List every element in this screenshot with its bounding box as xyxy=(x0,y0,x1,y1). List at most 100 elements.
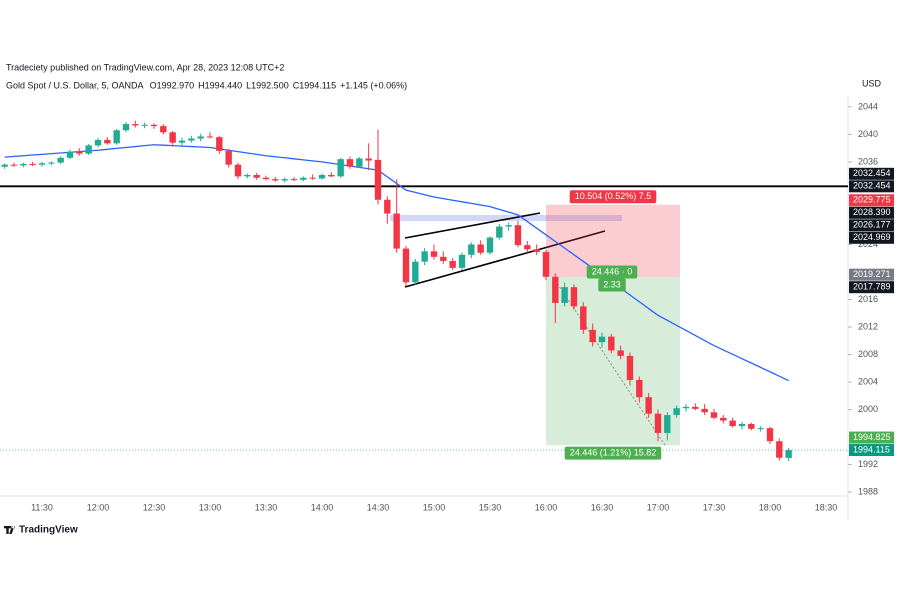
candle-body xyxy=(654,413,662,433)
candle-body xyxy=(188,138,195,141)
candle-body xyxy=(645,397,652,414)
candle-body xyxy=(10,164,18,166)
highlight-zone xyxy=(390,215,622,221)
x-tick-label: 15:00 xyxy=(423,502,446,512)
price-marker xyxy=(849,431,894,444)
candle-body xyxy=(132,124,139,126)
price-marker-label: 2017.789 xyxy=(853,282,891,292)
candle-body xyxy=(589,329,596,343)
ratio-label-text: 2.33 xyxy=(603,279,621,289)
x-tick-label: 16:00 xyxy=(535,502,558,512)
y-tick-label: 2024 xyxy=(858,239,878,249)
target-label-bg xyxy=(564,446,662,460)
candle-body xyxy=(710,412,718,418)
candle-body xyxy=(505,225,512,227)
entry-label-text: 24.446 · 0 xyxy=(592,266,633,276)
candle-body xyxy=(178,140,186,143)
candle-body xyxy=(309,177,316,179)
price-marker xyxy=(849,180,894,193)
x-tick-label: 14:30 xyxy=(367,502,390,512)
candle-body xyxy=(552,276,559,303)
price-marker xyxy=(849,194,894,207)
x-tick-label: 12:30 xyxy=(143,502,166,512)
candle-body xyxy=(430,251,438,257)
candle-body xyxy=(533,249,540,253)
candle-body xyxy=(664,415,671,433)
candle-body xyxy=(337,159,344,177)
candle-body xyxy=(412,261,419,283)
candle-body xyxy=(701,408,708,413)
candle-body xyxy=(514,225,522,246)
candle-body xyxy=(76,151,83,154)
y-tick-label: 1988 xyxy=(858,486,878,496)
price-marker-label: 2024.969 xyxy=(853,232,891,242)
publisher: Tradeciety published on TradingView.com,… xyxy=(6,62,284,72)
candle-body xyxy=(104,139,111,144)
x-tick-label: 14:00 xyxy=(311,502,334,512)
candle-body xyxy=(421,251,428,262)
candle-body xyxy=(272,179,279,181)
price-marker xyxy=(849,167,894,180)
candle-body xyxy=(393,213,400,249)
y-tick-label: 2036 xyxy=(858,156,878,166)
candle-body xyxy=(738,424,746,427)
candle-body xyxy=(374,159,382,200)
candle-body xyxy=(216,137,223,151)
entry-label: 24.446 · 0 xyxy=(586,265,638,279)
candle-body xyxy=(402,248,410,283)
candle-body xyxy=(608,336,615,351)
candle-body xyxy=(496,226,503,238)
price-marker xyxy=(849,206,894,219)
candle-body xyxy=(346,159,354,167)
candle-body xyxy=(598,336,606,343)
brand-logo xyxy=(3,526,15,534)
ratio-label-bg xyxy=(598,278,626,292)
candle-body xyxy=(300,177,307,180)
y-tick-label: 2016 xyxy=(858,294,878,304)
ratio-label: 2.33 xyxy=(598,278,626,292)
candle-body xyxy=(617,350,624,356)
x-tick-label: 11:30 xyxy=(31,502,53,512)
candle-body xyxy=(729,420,736,427)
stop-label-text: 10.504 (0.52%) 7.5 xyxy=(575,191,652,201)
price-marker-label: 2026.177 xyxy=(853,220,891,230)
candle-body xyxy=(748,424,755,429)
candle-body xyxy=(318,174,326,179)
price-marker xyxy=(849,444,894,457)
candle-body xyxy=(141,124,148,126)
candle-body xyxy=(262,177,270,180)
ohlc-value: O1992.970 xyxy=(150,80,195,90)
candle-body xyxy=(384,199,391,214)
price-marker xyxy=(849,219,894,232)
candle-body xyxy=(766,428,774,442)
price-marker-label: 2019.271 xyxy=(853,269,891,279)
candle-body xyxy=(692,406,699,409)
candle-body xyxy=(197,136,204,139)
x-tick-label: 17:30 xyxy=(703,502,726,512)
price-marker-label: 2032.454 xyxy=(853,168,891,178)
wedge-upper xyxy=(404,212,541,239)
ohlc-value: +1.145 (+0.06%) xyxy=(340,80,407,90)
candle-body xyxy=(160,126,167,133)
candle-body xyxy=(1,164,8,167)
candle-body xyxy=(66,151,74,158)
price-marker xyxy=(849,281,894,294)
candle-body xyxy=(38,163,46,165)
stop-label: 10.504 (0.52%) 7.5 xyxy=(569,190,657,204)
y-tick-label: 2044 xyxy=(858,101,878,111)
candle-body xyxy=(281,179,288,181)
x-tick-label: 13:30 xyxy=(255,502,278,512)
price-marker xyxy=(849,268,894,281)
candle-body xyxy=(253,174,260,178)
candle-body xyxy=(234,164,242,177)
x-tick-label: 13:00 xyxy=(199,502,222,512)
y-tick-label: 2008 xyxy=(858,349,878,359)
price-marker-label: 2029.775 xyxy=(853,195,891,205)
entry-label-bg xyxy=(586,265,638,279)
y-tick-label: 2004 xyxy=(858,376,878,386)
candle-body xyxy=(122,124,130,131)
candle-body xyxy=(776,441,783,458)
candle-body xyxy=(29,163,36,165)
